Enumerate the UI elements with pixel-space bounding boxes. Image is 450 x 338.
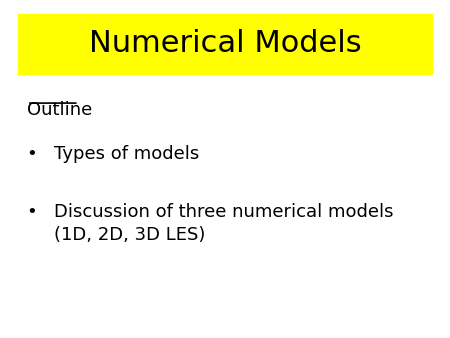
- FancyBboxPatch shape: [18, 14, 432, 74]
- Text: Types of models: Types of models: [54, 145, 199, 163]
- Text: •: •: [26, 203, 37, 221]
- Text: Discussion of three numerical models
(1D, 2D, 3D LES): Discussion of three numerical models (1D…: [54, 203, 393, 244]
- Text: Numerical Models: Numerical Models: [89, 29, 361, 58]
- Text: Outline: Outline: [27, 101, 92, 119]
- Text: •: •: [26, 145, 37, 163]
